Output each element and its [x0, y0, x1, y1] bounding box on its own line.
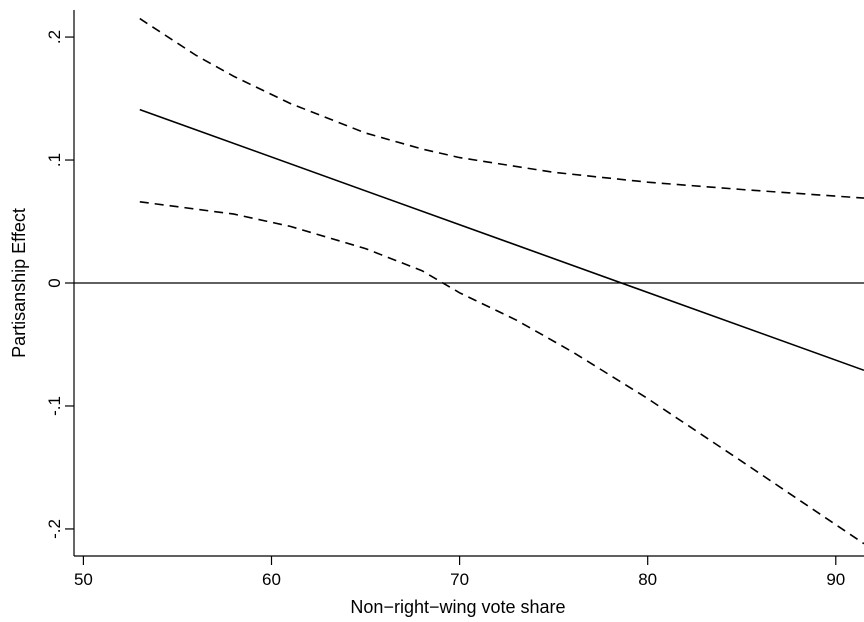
y-tick-label: .1 — [45, 153, 64, 167]
plot-lines — [74, 17, 864, 545]
x-tick-label: 80 — [638, 570, 657, 589]
x-ticks: 50 60 70 80 90 — [74, 556, 845, 589]
x-tick-label: 50 — [74, 570, 93, 589]
x-tick-label: 60 — [262, 570, 281, 589]
y-tick-label: 0 — [45, 278, 64, 287]
lower-ci-line — [139, 201, 864, 545]
x-tick-label: 70 — [450, 570, 469, 589]
estimate-line — [139, 108, 864, 372]
y-axis-title: Partisanship Effect — [9, 208, 29, 358]
x-tick-label: 90 — [826, 570, 845, 589]
upper-ci-line — [139, 17, 864, 199]
x-axis-title: Non−right−wing vote share — [350, 597, 565, 617]
y-tick-label: -.1 — [45, 396, 64, 416]
y-tick-label: .2 — [45, 30, 64, 44]
y-tick-label: -.2 — [45, 519, 64, 539]
y-ticks: -.2 -.1 0 .1 .2 — [45, 30, 74, 539]
